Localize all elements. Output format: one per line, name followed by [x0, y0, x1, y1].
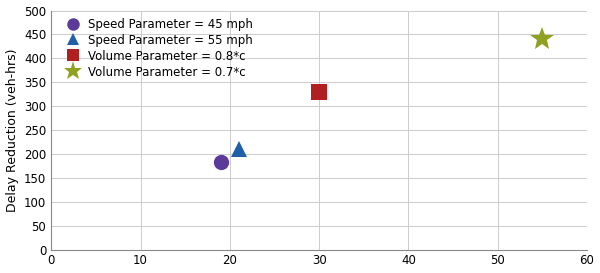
Y-axis label: Delay Reduction (veh-hrs): Delay Reduction (veh-hrs) — [5, 48, 19, 212]
Legend: Speed Parameter = 45 mph, Speed Parameter = 55 mph, Volume Parameter = 0.8*c, Vo: Speed Parameter = 45 mph, Speed Paramete… — [59, 15, 256, 81]
